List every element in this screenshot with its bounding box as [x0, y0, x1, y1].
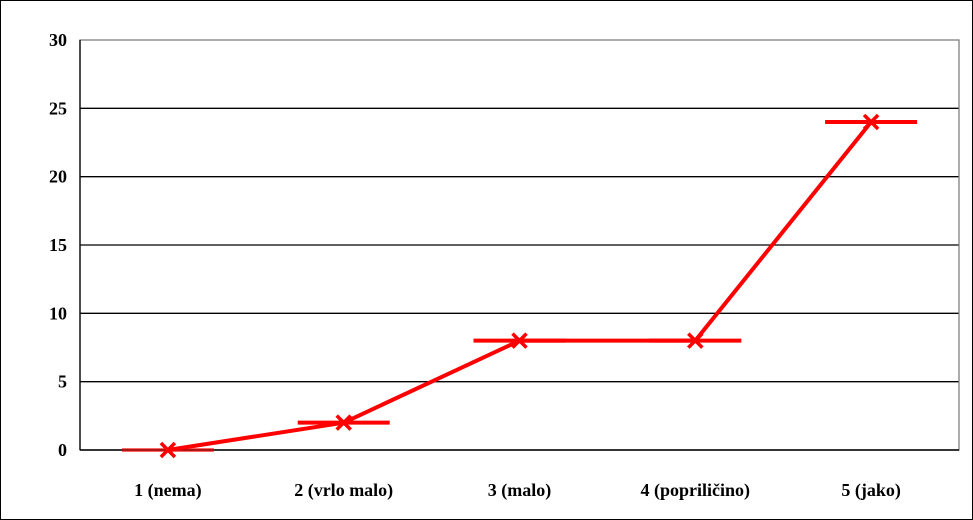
marker-stroke: [511, 332, 528, 349]
gridlines: [80, 107, 959, 383]
marker-stroke: [335, 414, 352, 431]
series-line: [121, 113, 918, 459]
y-tick-label: 15: [49, 235, 67, 255]
y-tick-label: 25: [49, 98, 67, 118]
marker-stroke: [687, 332, 704, 349]
x-tick-label: 1 (nema): [134, 480, 201, 501]
y-tick-label: 30: [49, 30, 67, 50]
plot-area-border: [79, 39, 960, 451]
x-axis-ticks: 1 (nema) 2 (vrlo malo) 3 (malo) 4 (poprilič…: [134, 480, 901, 501]
x-tick-label: 3 (malo): [488, 480, 551, 501]
y-tick-label: 20: [49, 167, 67, 187]
y-axis-ticks: 0 5 10 15 20 25 30: [49, 30, 67, 460]
series-line: [167, 120, 873, 452]
x-tick-label: 5 (jako): [841, 480, 901, 501]
y-tick-label: 5: [58, 372, 67, 392]
marker-stroke: [862, 113, 880, 131]
data-point: [687, 332, 704, 349]
data-point: [862, 113, 880, 131]
x-tick-label: 4 (popriličino): [641, 480, 751, 501]
data-point: [511, 332, 528, 349]
y-tick-label: 0: [58, 440, 67, 460]
data-point: [335, 414, 352, 431]
y-tick-label: 10: [49, 303, 67, 323]
data-point: [159, 441, 177, 459]
x-tick-label: 2 (vrlo malo): [294, 480, 393, 501]
marker-stroke: [159, 441, 177, 459]
